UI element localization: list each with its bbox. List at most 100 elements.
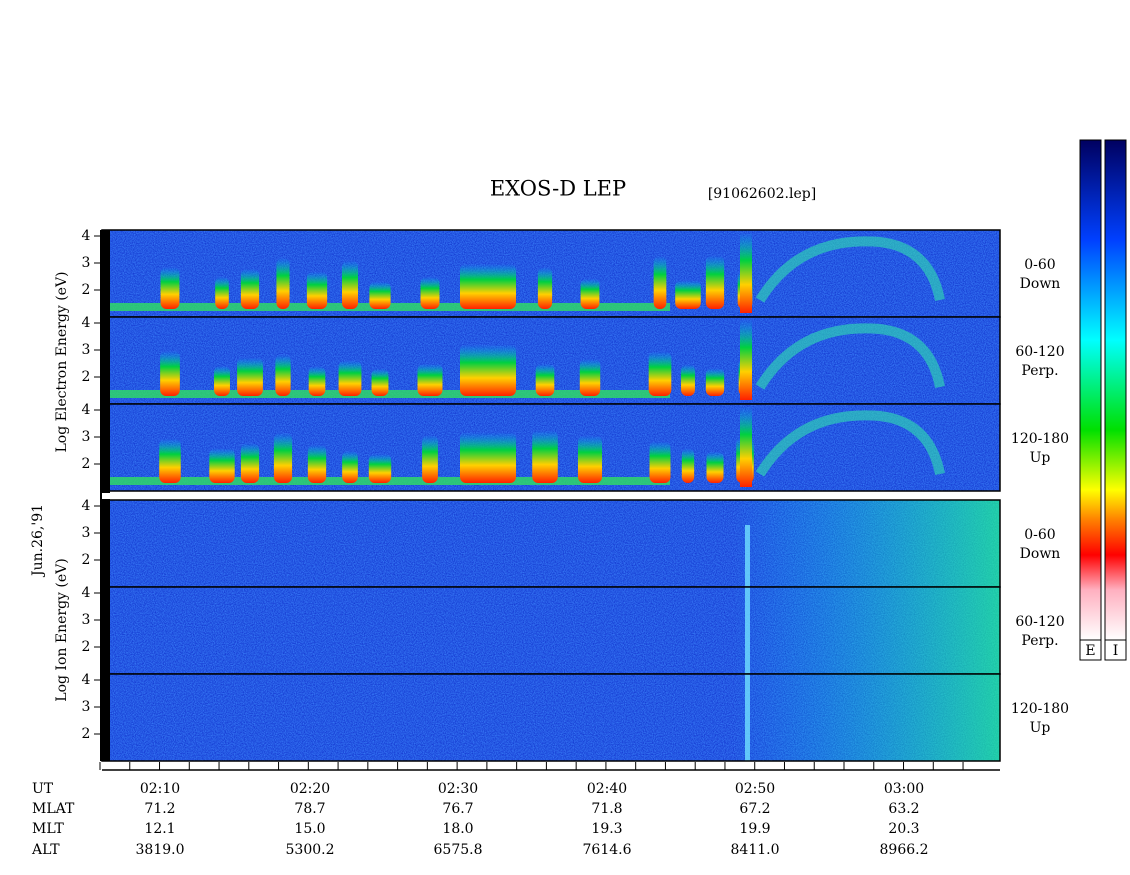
colorbar xyxy=(1104,139,1127,641)
colorbar xyxy=(1079,139,1102,641)
electron-arc xyxy=(755,236,945,303)
electron-burst xyxy=(306,271,328,309)
y-tick-label: 3 xyxy=(82,255,91,271)
y-tick-label: 2 xyxy=(82,639,91,655)
electron-burst xyxy=(215,276,229,309)
electron-arc xyxy=(755,323,945,390)
colorbar-label: E xyxy=(1085,643,1095,659)
electron-burst xyxy=(706,451,724,483)
electron-burst xyxy=(535,363,555,396)
angle-label: 0-60 xyxy=(1024,527,1055,543)
y-tick-label: 4 xyxy=(82,585,91,601)
direction-label: Down xyxy=(1020,546,1061,562)
ephemeris-value: 5300.2 xyxy=(286,842,335,858)
low-energy-band xyxy=(110,303,670,311)
electron-burst xyxy=(740,232,752,313)
ephemeris-value: 19.3 xyxy=(591,821,622,837)
y-tick-label: 4 xyxy=(82,672,91,688)
ephemeris-value: 7614.6 xyxy=(583,842,632,858)
ephemeris-value: 02:30 xyxy=(438,781,478,797)
angle-label: 60-120 xyxy=(1015,344,1064,360)
electron-burst xyxy=(369,281,391,309)
y-tick-label: 2 xyxy=(82,282,91,298)
ion-glow xyxy=(110,500,1000,587)
ephemeris-value: 3819.0 xyxy=(136,842,185,858)
y-tick-label: 3 xyxy=(82,525,91,541)
electron-burst xyxy=(740,406,752,487)
electron-burst xyxy=(740,319,752,400)
direction-label: Up xyxy=(1030,450,1051,466)
ephemeris-value: 20.3 xyxy=(888,821,919,837)
ephemeris-value: 76.7 xyxy=(442,801,473,817)
ephemeris-value: 03:00 xyxy=(884,781,924,797)
colorbar-label-box xyxy=(1104,639,1127,661)
electron-burst xyxy=(537,267,553,309)
electron-burst xyxy=(675,280,701,309)
electron-burst xyxy=(577,435,603,483)
ion-spike xyxy=(745,587,750,674)
electron-burst xyxy=(705,255,725,309)
y-tick-label: 3 xyxy=(82,342,91,358)
ephemeris-value: 8411.0 xyxy=(731,842,780,858)
electron-burst xyxy=(460,432,516,483)
electron-burst xyxy=(368,454,392,483)
ephemeris-value: 71.2 xyxy=(144,801,175,817)
electron-burst xyxy=(460,263,516,309)
electron-burst xyxy=(342,450,358,483)
colorbar-label-box xyxy=(1079,639,1102,661)
electron-burst xyxy=(214,365,230,396)
ephemeris-label: MLT xyxy=(32,821,64,837)
electron-burst xyxy=(532,430,558,483)
electron-burst xyxy=(371,368,389,396)
title: EXOS-D LEP xyxy=(490,177,626,201)
angle-label: 120-180 xyxy=(1011,431,1069,447)
ion-axis-label: Log Ion Energy (eV) xyxy=(54,558,70,701)
electron-burst xyxy=(160,267,180,309)
electron-burst xyxy=(417,363,443,396)
electron-burst xyxy=(276,257,290,309)
ephemeris-value: 12.1 xyxy=(144,821,175,837)
direction-label: Perp. xyxy=(1021,633,1058,649)
electron-burst xyxy=(580,278,600,309)
panel-frame xyxy=(101,403,1001,492)
y-tick-label: 2 xyxy=(82,456,91,472)
electron-burst xyxy=(648,351,672,396)
electron-burst xyxy=(460,344,516,396)
direction-label: Perp. xyxy=(1021,363,1058,379)
electron-axis-label: Log Electron Energy (eV) xyxy=(54,271,70,452)
date: Jun.26,'91 xyxy=(30,504,46,578)
y-tick-label: 4 xyxy=(82,315,91,331)
y-tick-label: 4 xyxy=(82,402,91,418)
electron-burst xyxy=(160,350,180,396)
electron-burst xyxy=(273,432,293,483)
electron-burst xyxy=(209,448,235,483)
ephemeris-value: 02:10 xyxy=(140,781,180,797)
electron-burst xyxy=(307,444,327,483)
electron-burst xyxy=(338,360,362,396)
ephemeris-value: 02:20 xyxy=(290,781,330,797)
ephemeris-label: ALT xyxy=(31,842,60,858)
direction-label: Up xyxy=(1030,720,1051,736)
electron-burst xyxy=(420,276,440,309)
low-energy-band xyxy=(110,390,670,398)
electron-burst xyxy=(240,443,260,483)
colorbar-label: I xyxy=(1113,643,1119,659)
y-tick-label: 3 xyxy=(82,612,91,628)
ion-spike xyxy=(745,525,750,587)
electron-burst xyxy=(579,358,601,396)
electron-burst xyxy=(159,438,181,483)
ephemeris-label: UT xyxy=(32,781,54,797)
ephemeris-value: 63.2 xyxy=(888,801,919,817)
electron-burst xyxy=(649,441,671,483)
y-tick-label: 4 xyxy=(82,228,91,244)
angle-label: 0-60 xyxy=(1024,257,1055,273)
angle-label: 60-120 xyxy=(1015,614,1064,630)
ion-spike xyxy=(745,674,750,761)
ion-glow xyxy=(110,587,1000,674)
electron-burst xyxy=(422,435,438,483)
ephemeris-value: 71.8 xyxy=(591,801,622,817)
low-energy-band xyxy=(110,477,670,485)
ephemeris-value: 8966.2 xyxy=(880,842,929,858)
ephemeris-value: 02:40 xyxy=(587,781,627,797)
